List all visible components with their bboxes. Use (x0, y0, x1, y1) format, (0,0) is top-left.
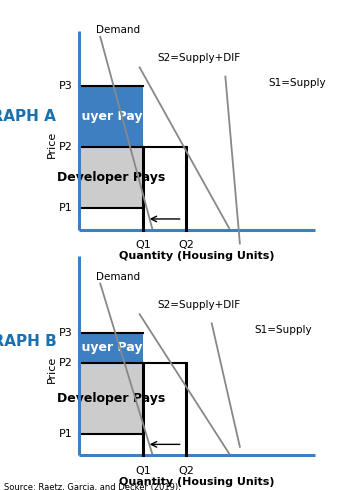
Text: Price: Price (47, 356, 57, 383)
Text: Price: Price (47, 130, 57, 158)
Text: Demand: Demand (96, 272, 140, 282)
Text: Buyer Pays: Buyer Pays (72, 110, 150, 123)
Text: Developer Pays: Developer Pays (57, 171, 165, 184)
Text: P3: P3 (59, 328, 72, 338)
Text: Q2: Q2 (178, 241, 194, 250)
Text: Buyer Pays: Buyer Pays (72, 342, 150, 354)
Text: Source: Raetz, Garcia, and Decker (2019);
Carrión and Libby (2000): Source: Raetz, Garcia, and Decker (2019)… (4, 483, 180, 490)
Bar (79, 147, 143, 208)
Text: S1=Supply: S1=Supply (268, 78, 326, 88)
Text: Quantity (Housing Units): Quantity (Housing Units) (119, 476, 275, 487)
Text: Developer Pays: Developer Pays (57, 392, 165, 405)
Text: P3: P3 (59, 81, 72, 91)
Text: Q1: Q1 (135, 466, 151, 476)
Text: Q2: Q2 (178, 466, 194, 476)
Text: P2: P2 (58, 142, 72, 152)
Text: P1: P1 (59, 203, 72, 213)
Text: Demand: Demand (96, 25, 140, 35)
Text: P1: P1 (59, 429, 72, 439)
Text: GRAPH A: GRAPH A (0, 109, 56, 124)
Text: Q1: Q1 (135, 241, 151, 250)
Text: S1=Supply: S1=Supply (255, 324, 312, 335)
Text: S2=Supply+DIF: S2=Supply+DIF (158, 53, 241, 63)
Text: S2=Supply+DIF: S2=Supply+DIF (158, 299, 241, 310)
Bar (79, 333, 143, 363)
Text: GRAPH B: GRAPH B (0, 334, 56, 349)
Bar (79, 363, 143, 434)
Bar (79, 86, 143, 147)
Text: Quantity (Housing Units): Quantity (Housing Units) (119, 251, 275, 261)
Text: P2: P2 (58, 358, 72, 368)
